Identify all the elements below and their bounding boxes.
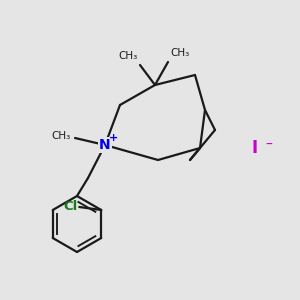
Text: I: I	[252, 139, 258, 157]
Text: CH₃: CH₃	[170, 48, 189, 58]
Text: CH₃: CH₃	[52, 131, 71, 141]
Text: +: +	[110, 133, 118, 143]
Text: Cl: Cl	[63, 200, 77, 214]
Text: –: –	[265, 138, 272, 152]
Text: CH₃: CH₃	[119, 51, 138, 61]
Text: N: N	[99, 138, 111, 152]
